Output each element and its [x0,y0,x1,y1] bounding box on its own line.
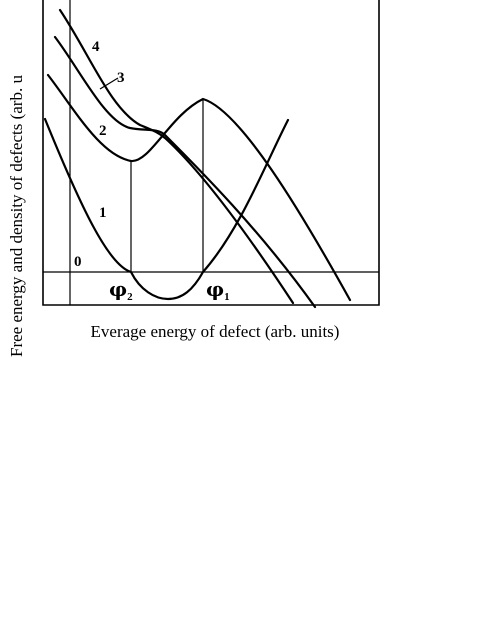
phi2-marker: φ2 [109,277,133,303]
series-2-label: 2 [99,123,107,139]
phi2-symbol: φ [109,277,127,301]
phi1-marker: φ1 [206,277,230,303]
series-4-line [58,8,295,305]
series-1-line [43,117,290,301]
phi2-subscript: 2 [127,291,133,303]
phi1-subscript: 1 [224,291,230,303]
series-3-label: 3 [117,70,125,86]
phi1-symbol: φ [206,277,224,301]
series-4-label: 4 [92,39,100,55]
y-axis-title: Free energy and density of defects (arb.… [7,75,26,357]
series-3-leader [99,77,119,90]
origin-label: 0 [74,254,82,270]
plot-frame [42,0,380,306]
series-2-line [46,73,352,302]
x-axis-title: Everage energy of defect (arb. units) [91,322,340,341]
series-3-line [53,35,317,309]
series-1-label: 1 [99,205,107,221]
